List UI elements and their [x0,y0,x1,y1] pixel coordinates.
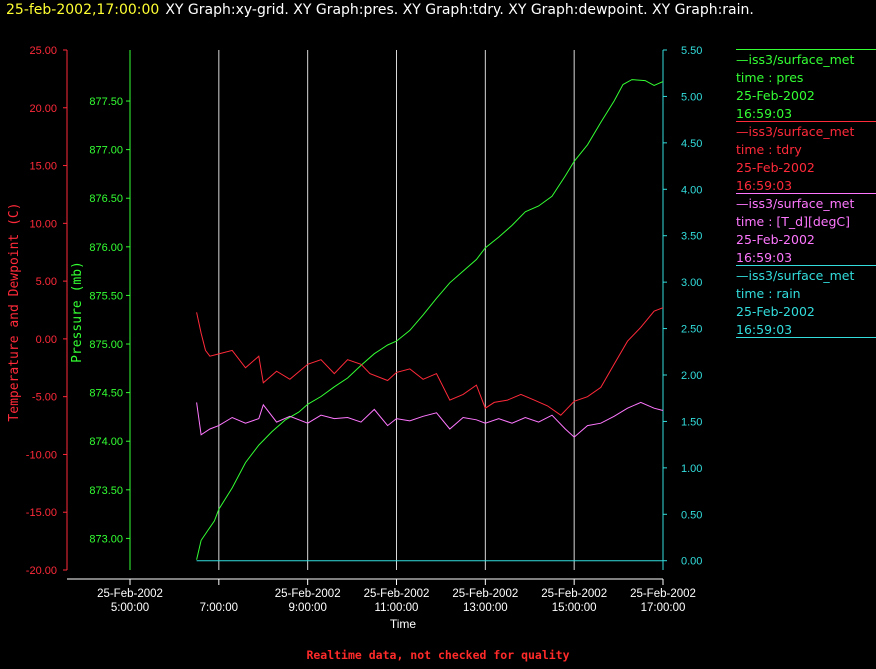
pres-tick-label: 874.00 [89,436,123,448]
rain-tick-label: 2.00 [681,370,702,382]
series-line-dewpoint [196,401,664,438]
x-tick-time-label: 5:00:00 [111,602,149,614]
temp-tick-label: -10.00 [26,449,57,461]
temp-tick-label: -20.00 [26,565,57,577]
grid-lines [218,50,575,570]
legend-date: 25-Feb-2002 [736,160,815,175]
graph-title-bar: 25-feb-2002,17:00:00 XY Graph:xy-grid. XY… [6,2,754,18]
axes: 25.00 20.00 15.00 10.00 5.00 0.00 -5.00 -10.00 -… [26,45,703,614]
legend-separator [736,49,876,50]
series-lines [196,79,664,562]
rain-tick-label: 5.00 [681,91,702,103]
pres-tick-label: 875.50 [89,290,123,302]
legend-source: —iss3/surface_met [736,52,855,67]
series-line-pres [196,79,664,560]
legend-date: 25-Feb-2002 [736,232,815,247]
rain-tick-label: 3.00 [681,277,702,289]
x-tick-time-label: 7:00:00 [200,602,238,614]
x-tick-date-label: 25-Feb-2002 [452,588,518,600]
x-tick-time-label: 15:00:00 [552,602,597,614]
legend-time: 16:59:03 [736,322,793,337]
header-graph-list: XY Graph:xy-grid. XY Graph:pres. XY Grap… [165,2,754,18]
rain-tick-label: 3.50 [681,231,702,243]
pres-tick-label: 875.00 [89,339,123,351]
legend-label: time : tdry [736,142,802,157]
legend-separator [736,265,876,266]
rain-tick-label: 1.00 [681,463,702,475]
legend-source: —iss3/surface_met [736,124,855,139]
pres-tick-label: 873.00 [89,533,123,545]
legend-label: time : rain [736,286,801,301]
pres-tick-label: 876.00 [89,242,123,254]
x-tick-date-label: 25-Feb-2002 [275,588,341,600]
temp-axis-label: Temperature and Dewpoint (C) [7,202,22,421]
legend-separator [736,193,876,194]
x-tick-date-label: 25-Feb-2002 [630,588,696,600]
rain-tick-label: 0.00 [681,556,702,568]
series-line-tdry [196,307,664,416]
pres-tick-label: 877.50 [89,96,123,108]
legend-time: 16:59:03 [736,250,793,265]
legend-date: 25-Feb-2002 [736,304,815,319]
rain-tick-label: 4.00 [681,184,702,196]
rain-tick-label: 5.50 [681,45,702,57]
legend-source: —iss3/surface_met [736,196,855,211]
x-tick-time-label: 17:00:00 [641,602,686,614]
x-tick-time-label: 11:00:00 [375,602,419,614]
temp-tick-label: 15.00 [29,161,57,173]
legend-end-separator [736,337,876,339]
x-tick-time-label: 13:00:00 [463,602,508,614]
temp-tick-label: 25.00 [29,45,57,57]
legend-label: time : pres [736,70,804,85]
pres-tick-label: 877.00 [89,145,123,157]
rain-tick-label: 1.50 [681,416,702,428]
rain-tick-label: 0.50 [681,509,702,521]
legend-time: 16:59:03 [736,106,793,121]
x-tick-date-label: 25-Feb-2002 [364,588,430,600]
legend-separator [736,121,876,122]
x-tick-time-label: 9:00:00 [288,602,326,614]
x-tick-date-label: 25-Feb-2002 [97,588,163,600]
pres-tick-label: 873.50 [89,485,123,497]
header-datetime: 25-feb-2002,17:00:00 [6,2,160,18]
pres-tick-label: 876.50 [89,193,123,205]
temp-tick-label: -15.00 [26,507,57,519]
legend-date: 25-Feb-2002 [736,88,815,103]
temp-tick-label: 20.00 [29,103,57,115]
x-tick-date-label: 25-Feb-2002 [541,588,607,600]
temp-tick-label: 5.00 [36,276,57,288]
pres-tick-label: 874.50 [89,388,123,400]
temp-tick-label: -5.00 [32,392,57,404]
quality-notice: Realtime data, not checked for quality [306,648,570,662]
temp-tick-label: 10.00 [29,218,57,230]
x-axis-label: Time [390,617,417,631]
rain-tick-label: 4.50 [681,138,702,150]
temp-tick-label: 0.00 [36,334,57,346]
legend-time: 16:59:03 [736,178,793,193]
rain-tick-label: 2.50 [681,324,702,336]
pres-axis-label: Pressure (mb) [70,261,85,363]
legend-source: —iss3/surface_met [736,268,855,283]
legend-label: time : [T_d][degC] [736,214,851,229]
